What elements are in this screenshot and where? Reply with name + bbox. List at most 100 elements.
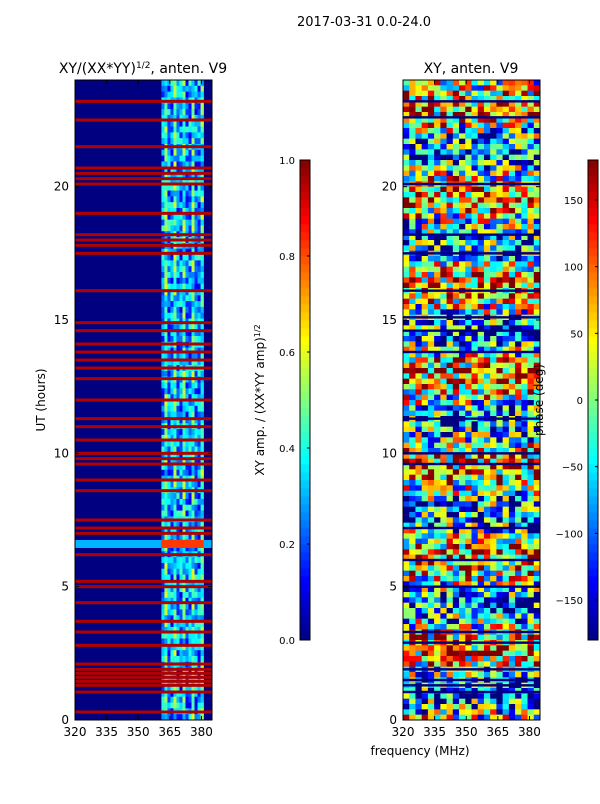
phase-heatmap-cell: [490, 368, 497, 374]
phase-heatmap-cell: [471, 485, 479, 491]
amplitude-heatmap-cell: [188, 522, 192, 529]
phase-heatmap-cell: [427, 144, 435, 150]
phase-heatmap-cell: [452, 453, 460, 459]
phase-heatmap-cell: [521, 469, 528, 475]
phase-heatmap-cell: [477, 698, 485, 705]
phase-heatmap-cell: [508, 149, 516, 155]
phase-heatmap-cell: [508, 282, 516, 289]
phase-heatmap-cell: [483, 693, 491, 699]
phase-heatmap-cell: [421, 608, 429, 614]
phase-heatmap-cell: [427, 325, 435, 331]
phase-heatmap-cell: [471, 277, 479, 283]
phase-heatmap-cell: [446, 661, 454, 667]
amplitude-heatmap-cell: [164, 621, 168, 628]
phase-heatmap-cell: [490, 272, 497, 278]
phase-heatmap-cell: [452, 698, 460, 705]
phase-heatmap-cell: [434, 421, 441, 427]
amplitude-heatmap-cell: [173, 400, 177, 407]
phase-heatmap-cell: [409, 117, 416, 123]
phase-heatmap-cell: [515, 613, 522, 619]
phase-heatmap-cell: [440, 272, 447, 278]
phase-heatmap-cell: [452, 485, 460, 491]
phase-heatmap-cell: [533, 160, 541, 166]
phase-heatmap-cell: [490, 394, 497, 401]
phase-heatmap-cell: [477, 101, 485, 107]
amplitude-heatmap-cell: [191, 336, 195, 343]
phase-heatmap-cell: [477, 117, 485, 123]
phase-heatmap-cell: [440, 597, 447, 603]
phase-heatmap-cell: [427, 261, 435, 267]
phase-heatmap-cell: [483, 410, 491, 417]
phase-heatmap-cell: [465, 101, 472, 107]
amplitude-ytick-label: 15: [54, 313, 69, 327]
phase-heatmap-cell: [459, 346, 466, 353]
amplitude-heatmap-cell: [188, 656, 192, 663]
phase-heatmap-cell: [434, 501, 441, 507]
amplitude-heatmap-cell: [164, 446, 168, 453]
phase-heatmap-cell: [459, 714, 466, 721]
phase-heatmap-cell: [465, 581, 472, 587]
amplitude-heatmap-cell: [188, 528, 192, 535]
phase-colorbar-swatch: [588, 416, 598, 425]
phase-heatmap-cell: [508, 234, 516, 241]
amplitude-heatmap-cell: [194, 609, 198, 616]
phase-heatmap-cell: [508, 112, 516, 118]
amplitude-heatmap-cell: [170, 388, 174, 395]
phase-heatmap-cell: [446, 330, 454, 337]
amplitude-heatmap-cell: [197, 452, 201, 459]
amplitude-heatmap-cell: [173, 481, 177, 488]
phase-heatmap-cell: [465, 709, 472, 715]
phase-heatmap-cell: [421, 490, 429, 497]
phase-heatmap-cell: [434, 117, 441, 123]
amplitude-colorbar-swatch: [300, 472, 310, 481]
amplitude-heatmap-cell: [173, 155, 177, 162]
amplitude-heatmap-cell: [191, 178, 195, 186]
phase-heatmap-cell: [471, 304, 479, 310]
amplitude-heatmap-cell: [167, 464, 171, 471]
amplitude-heatmap-cell: [164, 464, 168, 471]
phase-heatmap-cell: [403, 341, 410, 347]
phase-heatmap-cell: [440, 522, 447, 529]
phase-heatmap-cell: [427, 586, 435, 593]
phase-heatmap-cell: [452, 85, 460, 91]
amplitude-heatmap-cell: [194, 644, 198, 651]
phase-heatmap-cell: [465, 362, 472, 369]
phase-heatmap-cell: [490, 325, 497, 331]
phase-heatmap-cell: [527, 410, 535, 417]
amplitude-heatmap-cell: [188, 440, 192, 447]
phase-heatmap-cell: [496, 698, 503, 705]
phase-heatmap-cell: [527, 304, 535, 310]
phase-heatmap-cell: [502, 560, 510, 566]
amplitude-flagged-row: [75, 342, 212, 346]
phase-heatmap-cell: [452, 320, 460, 326]
phase-heatmap-cell: [415, 373, 422, 379]
phase-heatmap-cell: [421, 320, 429, 326]
phase-heatmap-cell: [403, 277, 410, 283]
amplitude-heatmap-cell: [176, 184, 180, 191]
phase-heatmap-cell: [490, 554, 497, 561]
phase-heatmap-cell: [409, 112, 416, 118]
phase-colorbar-swatch: [588, 600, 598, 609]
amplitude-heatmap-cell: [197, 580, 201, 587]
phase-heatmap-cell: [490, 458, 497, 465]
phase-heatmap-cell: [527, 202, 535, 209]
phase-heatmap-cell: [502, 634, 510, 641]
amplitude-heatmap-cell: [176, 248, 180, 255]
phase-heatmap-cell: [477, 458, 485, 465]
amplitude-heatmap-cell: [176, 283, 180, 290]
phase-heatmap-cell: [527, 474, 535, 481]
phase-heatmap-cell: [533, 592, 541, 598]
phase-heatmap-cell: [415, 714, 422, 721]
amplitude-heatmap-cell: [200, 574, 204, 581]
phase-heatmap-cell: [427, 208, 435, 214]
phase-heatmap-cell: [533, 96, 541, 102]
phase-heatmap-cell: [415, 533, 422, 539]
amplitude-heatmap-cell: [185, 446, 189, 453]
phase-heatmap-cell: [446, 154, 454, 161]
phase-heatmap-cell: [508, 709, 516, 715]
phase-heatmap-cell: [533, 394, 541, 401]
amplitude-heatmap-cell: [170, 225, 174, 232]
amplitude-heatmap-cell: [179, 138, 183, 145]
amplitude-heatmap-cell: [185, 330, 189, 337]
phase-heatmap-cell: [483, 469, 491, 475]
